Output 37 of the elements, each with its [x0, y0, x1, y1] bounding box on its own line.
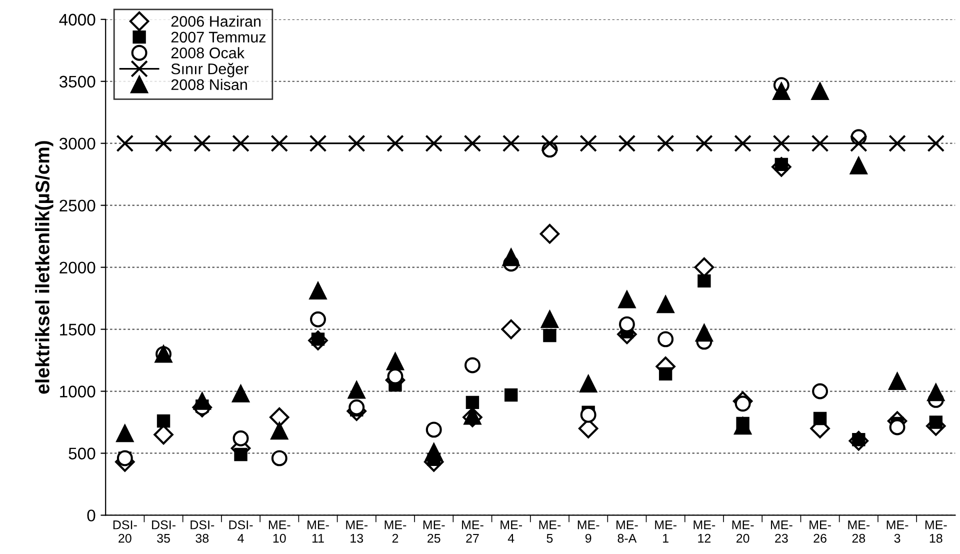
x-tick-label: ME-9	[578, 520, 600, 543]
y-tick-label: 2500	[60, 200, 96, 212]
x-tick-label: ME-23	[770, 520, 792, 543]
x-tick-label: ME-25	[423, 520, 445, 543]
y-axis-title: elektriksel iletkenlik(µS/cm)	[35, 141, 54, 394]
x-tick-label: ME-3	[886, 520, 908, 543]
x-tick-label: ME-11	[308, 520, 329, 543]
y-tick-label: 2000	[60, 262, 96, 274]
y-tick-label: 0	[87, 510, 96, 522]
x-tick-label: ME-12	[694, 520, 716, 543]
x-tick-label: ME-26	[810, 520, 831, 543]
x-tick-label: ME-20	[732, 520, 754, 543]
x-tick-label: ME-28	[848, 520, 870, 543]
x-tick-label: ME-1	[655, 520, 676, 543]
x-tick-label: ME-8-A	[616, 520, 638, 543]
legend-label: 2007 Temmuz	[171, 32, 266, 43]
x-tick-label: ME-4	[500, 520, 522, 543]
y-tick-label: 3500	[59, 76, 96, 88]
x-tick-label: ME-13	[346, 520, 368, 543]
y-tick-label: 3000	[59, 138, 96, 150]
x-tick-label: DSI-35	[152, 520, 176, 543]
x-tick-label: ME-27	[462, 520, 484, 543]
y-tick-label: 1000	[60, 386, 96, 398]
x-tick-label: ME-5	[539, 520, 561, 543]
x-tick-label: ME-2	[384, 520, 406, 543]
legend-label: 2008 Ocak	[171, 47, 245, 58]
y-tick-label: 500	[68, 448, 96, 460]
x-tick-label: ME-10	[268, 520, 290, 543]
x-tick-label: DSI-38	[190, 520, 214, 543]
y-tick-label: 4000	[59, 14, 96, 26]
y-tick-label: 1500	[60, 324, 96, 336]
x-tick-label: DSI-4	[229, 520, 253, 543]
x-tick-label: ME-18	[925, 520, 947, 543]
legend-label: 2008 Nisan	[171, 78, 247, 90]
legend-label: 2006 Haziran	[171, 16, 261, 27]
x-tick-label: DSI-20	[113, 520, 137, 543]
legend-label: Sınır Değer	[171, 62, 248, 78]
